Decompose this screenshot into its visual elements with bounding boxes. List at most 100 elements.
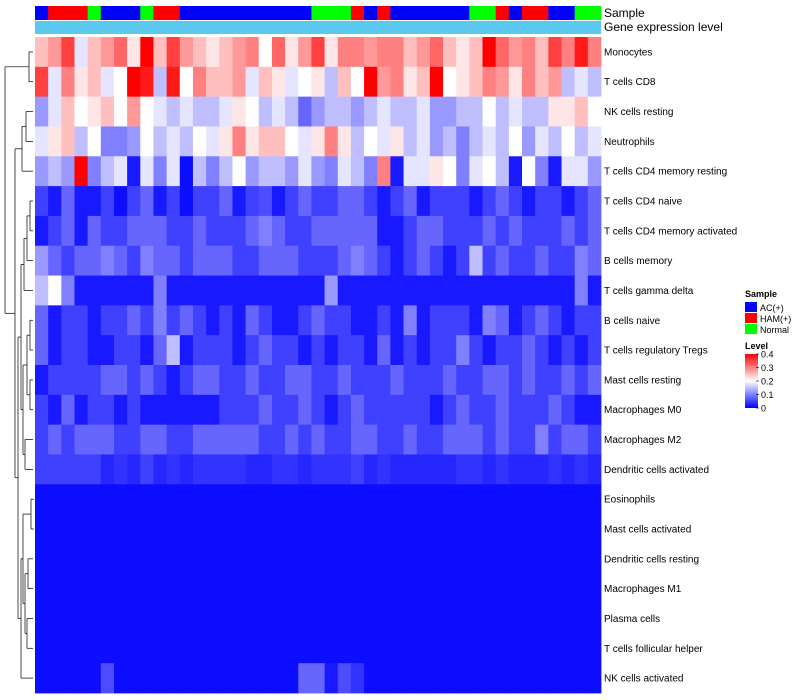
heatmap-cell [298, 573, 312, 604]
heatmap-cell [482, 365, 497, 396]
heatmap-cell [153, 365, 168, 396]
heatmap-cell [469, 96, 483, 127]
heatmap-cell [179, 543, 194, 575]
heatmap-cell [508, 305, 523, 336]
heatmap-cell [311, 245, 325, 276]
heatmap-cell [258, 186, 273, 217]
heatmap-cell [192, 424, 207, 455]
heatmap-cell [416, 186, 431, 217]
heatmap-cell [495, 365, 510, 396]
heatmap-cell [206, 394, 220, 426]
heatmap-cell [337, 603, 352, 634]
heatmap-cell [140, 215, 154, 247]
heatmap-cell [232, 394, 247, 426]
sample-annotation-cell [179, 6, 194, 20]
heatmap-cell [232, 126, 247, 157]
level-colorbar-ticks: 0.4 0.3 0.2 0.1 0 [756, 350, 774, 414]
heatmap-cell [271, 394, 286, 426]
sample-annotation-cell [127, 6, 141, 20]
heatmap-cell [469, 454, 483, 485]
heatmap-cell [574, 275, 589, 306]
heatmap-cell [377, 454, 391, 485]
heatmap-cell [574, 96, 589, 127]
heatmap-cell [100, 424, 115, 455]
heatmap-cell [456, 66, 470, 98]
heatmap-cell [548, 275, 562, 306]
heatmap-cell [219, 543, 233, 575]
heatmap-cell [324, 335, 339, 366]
heatmap-cell [429, 365, 444, 396]
heatmap-cell [337, 394, 352, 426]
heatmap-cell [364, 305, 378, 336]
heatmap-cell [245, 365, 260, 396]
heatmap-cell [337, 245, 352, 276]
heatmap-cell [482, 573, 497, 604]
heatmap-cell [232, 245, 247, 276]
heatmap-cell [74, 663, 89, 694]
heatmap-cell [48, 484, 62, 515]
heatmap-cell [192, 275, 207, 306]
heatmap-cell [153, 275, 168, 306]
heatmap-cell [206, 663, 220, 694]
heatmap-cell [350, 514, 365, 545]
heatmap-cell [140, 245, 154, 276]
heatmap-cell [127, 514, 141, 545]
heatmap-cell [522, 305, 536, 336]
heatmap-cell [258, 543, 273, 575]
heatmap-cell [74, 484, 89, 515]
heatmap-cell [219, 215, 233, 247]
heatmap-cell [127, 126, 141, 157]
heatmap-cell [232, 543, 247, 575]
heatmap-cell [548, 454, 562, 485]
heatmap-cell [219, 424, 233, 455]
heatmap-cell [153, 37, 168, 68]
heatmap-cell [416, 275, 431, 306]
heatmap-cell [350, 305, 365, 336]
heatmap-cell [74, 543, 89, 575]
heatmap-cell [311, 484, 325, 515]
heatmap-cell [535, 484, 549, 515]
heatmap-cell [443, 603, 457, 634]
sample-annotation-cell [324, 6, 339, 20]
heatmap-cell [337, 424, 352, 455]
sample-annotation-cell [245, 6, 260, 20]
heatmap-cell [206, 66, 220, 98]
heatmap-cell [469, 126, 483, 157]
heatmap-cell [61, 454, 75, 485]
heatmap-cell [87, 365, 102, 396]
heatmap-cell [561, 96, 576, 127]
heatmap-cell [206, 245, 220, 276]
heatmap-cell [403, 335, 418, 366]
heatmap-cell [561, 156, 576, 187]
heatmap-cell [495, 66, 510, 98]
heatmap-cell [258, 484, 273, 515]
heatmap-cell [140, 186, 154, 217]
heatmap-cell [535, 603, 549, 634]
heatmap-cell [35, 335, 49, 366]
heatmap-cell [522, 66, 536, 98]
sample-annotation-cell [535, 6, 549, 20]
heatmap-cell [508, 66, 523, 98]
sample-annotation-cell [574, 6, 589, 20]
heatmap-cell [469, 245, 483, 276]
heatmap-cell [61, 633, 75, 664]
heatmap-cell [179, 335, 194, 366]
heatmap-cell [522, 126, 536, 157]
heatmap-cell [482, 96, 497, 127]
heatmap-cell [456, 96, 470, 127]
heatmap-cell [245, 126, 260, 157]
heatmap-cell [495, 424, 510, 455]
heatmap-cell [179, 37, 194, 68]
heatmap-cell [311, 514, 325, 545]
heatmap-cell [469, 514, 483, 545]
heatmap-cell [100, 543, 115, 575]
heatmap-cell [245, 633, 260, 664]
heatmap-cell [324, 603, 339, 634]
heatmap-cell [179, 305, 194, 336]
heatmap-cell [285, 514, 299, 545]
heatmap-cell [100, 394, 115, 426]
heatmap-cell [100, 96, 115, 127]
heatmap-cell [48, 633, 62, 664]
heatmap-cell [35, 215, 49, 247]
heatmap-cell [166, 454, 181, 485]
